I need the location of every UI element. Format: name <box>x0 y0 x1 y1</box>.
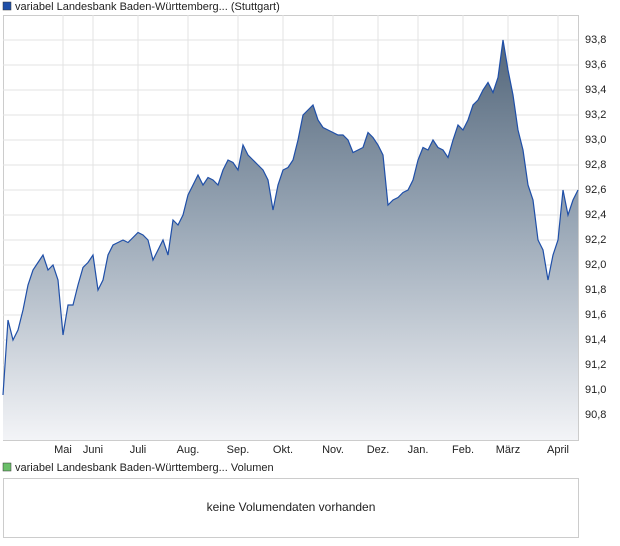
y-tick-label: 91,6 <box>585 309 606 321</box>
x-tick-label: Aug. <box>177 444 200 456</box>
y-tick-label: 93,4 <box>585 84 606 96</box>
y-tick-label: 91,4 <box>585 334 606 346</box>
x-tick-label: Mai <box>54 444 72 456</box>
y-tick-label: 92,0 <box>585 259 606 271</box>
x-tick-label: Juni <box>83 444 103 456</box>
area <box>3 40 578 440</box>
legend-label: variabel Landesbank Baden-Württemberg...… <box>15 462 274 474</box>
y-tick-label: 91,2 <box>585 359 606 371</box>
y-tick-label: 93,2 <box>585 109 606 121</box>
y-tick-label: 90,8 <box>585 409 606 421</box>
y-tick-label: 92,6 <box>585 184 606 196</box>
y-tick-label: 93,8 <box>585 34 606 46</box>
y-tick-label: 93,0 <box>585 134 606 146</box>
x-tick-label: April <box>547 444 569 456</box>
x-tick-label: Jan. <box>408 444 429 456</box>
legend-swatch <box>2 462 12 472</box>
x-tick-label: Juli <box>130 444 147 456</box>
x-tick-label: Feb. <box>452 444 474 456</box>
x-tick-label: Nov. <box>322 444 344 456</box>
legend-swatch <box>2 1 12 11</box>
y-tick-label: 91,0 <box>585 384 606 396</box>
x-tick-label: Dez. <box>367 444 390 456</box>
x-tick-label: März <box>496 444 520 456</box>
legend-label: variabel Landesbank Baden-Württemberg...… <box>15 1 280 13</box>
y-tick-label: 93,6 <box>585 59 606 71</box>
y-tick-label: 92,4 <box>585 209 606 221</box>
volume-panel <box>3 478 579 538</box>
y-tick-label: 92,8 <box>585 159 606 171</box>
empty-message: keine Volumendaten vorhanden <box>207 500 376 514</box>
line <box>2 39 579 396</box>
y-tick-label: 91,8 <box>585 284 606 296</box>
x-tick-label: Okt. <box>273 444 293 456</box>
y-tick-label: 92,2 <box>585 234 606 246</box>
x-tick-label: Sep. <box>227 444 250 456</box>
